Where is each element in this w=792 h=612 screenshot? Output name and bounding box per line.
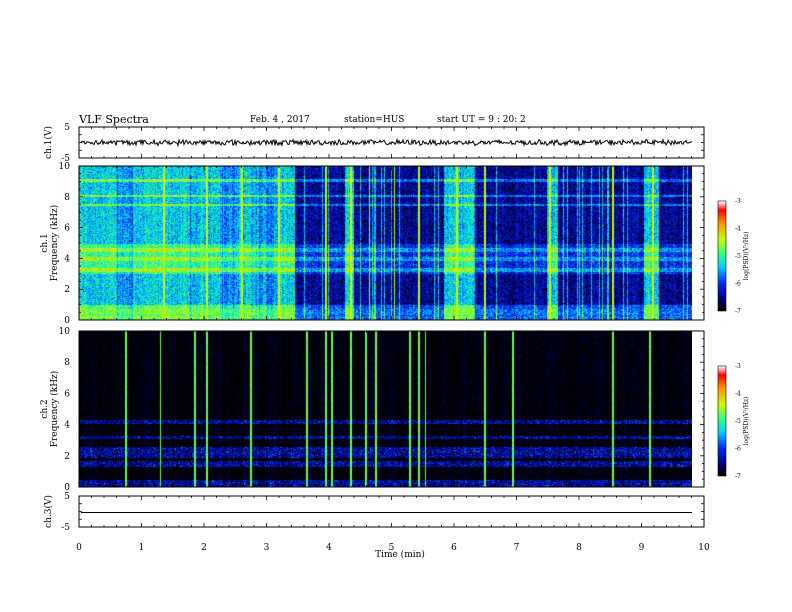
ch2-y-label-frequency: Frequency (kHz) [49, 371, 60, 448]
axes-layer: 0 1 2 3 4 5 6 7 8 9 10 5 -5 ch.1(V) 5 -5 ch.3(V) 0 2 4 6 8 10 c… [40, 123, 750, 553]
figure-title: VLF Spectra [78, 113, 149, 126]
ch2-colorbar-tick: -4 [735, 391, 741, 398]
ch2-ytick-label: 2 [64, 452, 70, 462]
x-tick-label: 1 [139, 543, 145, 553]
start-time-label: start UT = 9 : 20: 2 [437, 115, 526, 125]
ch2-ytick-label: 0 [64, 483, 70, 493]
ch1-ytick-label: 10 [59, 162, 71, 172]
ch1-colorbar-tick: -7 [735, 308, 741, 315]
ch2-colorbar [718, 366, 726, 476]
ch2-colorbar-frame [717, 365, 727, 477]
ch1-y-label: ch.1(V) [43, 126, 54, 159]
ch1-colorbar-frame [717, 200, 727, 312]
ch1-ytick-label: 2 [64, 285, 70, 295]
ch1-colorbar-tick: -6 [735, 281, 741, 288]
ch2-ytick-label: 4 [64, 421, 70, 431]
x-tick-label: 2 [201, 543, 207, 553]
ch1-colorbar-tick: -3 [735, 198, 741, 205]
w3-panel-frame [78, 495, 705, 528]
x-tick-label: 9 [639, 543, 645, 553]
x-tick-label: 3 [264, 543, 270, 553]
ch3-y-label: ch.3(V) [43, 495, 54, 528]
ch1-colorbar-tick: -5 [735, 253, 741, 260]
ch1-ytick-label: 6 [64, 224, 70, 234]
ch2-colorbar-label: log(PSD)(V²/Hz) [743, 397, 750, 446]
ch2-ytick-label: 8 [64, 358, 70, 368]
ch2-colorbar-tick: -5 [735, 418, 741, 425]
ch1-y-label-channel: ch.1 [40, 233, 50, 252]
ch2-colorbar-tick: -7 [735, 473, 741, 480]
ch1-y-label-frequency: Frequency (kHz) [49, 205, 60, 282]
ch1-ytick-label: 0 [64, 316, 70, 326]
x-tick-label: 6 [451, 543, 457, 553]
ch1-ytick-label: -5 [61, 154, 70, 164]
x-tick-label: 5 [389, 543, 395, 553]
x-tick-label: 0 [76, 543, 82, 553]
ch1-waveform-trace [80, 137, 693, 148]
ch1-ytick-label: 8 [64, 193, 70, 203]
x-tick-label: 8 [576, 543, 582, 553]
ch2-spectrogram-image [79, 331, 692, 487]
ch3-ytick-label: -5 [61, 523, 70, 533]
x-tick-label: 10 [698, 543, 710, 553]
ch1-ytick-label: 5 [64, 123, 70, 133]
ch2-y-label-channel: ch.2 [40, 399, 50, 418]
date-label: Feb. 4 , 2017 [250, 115, 310, 125]
x-tick-label: 7 [514, 543, 520, 553]
ch1-colorbar-tick: -4 [735, 226, 741, 233]
ch1-ytick-label: 4 [64, 254, 70, 264]
ch1-colorbar [718, 201, 726, 311]
ch2-colorbar-tick: -6 [735, 446, 741, 453]
ch3-ytick-label: 5 [64, 492, 70, 502]
x-axis-label: Time (min) [375, 549, 425, 560]
ch2-ytick-label: 6 [64, 389, 70, 399]
ch2-colorbar-tick: -3 [735, 363, 741, 370]
ch2-ytick-label: 10 [59, 327, 71, 337]
station-label: station=HUS [344, 115, 404, 125]
ch1-spectrogram-image [79, 166, 692, 320]
x-tick-label: 4 [326, 543, 332, 553]
ch1-colorbar-label: log(PSD)(V²/Hz) [743, 232, 750, 281]
